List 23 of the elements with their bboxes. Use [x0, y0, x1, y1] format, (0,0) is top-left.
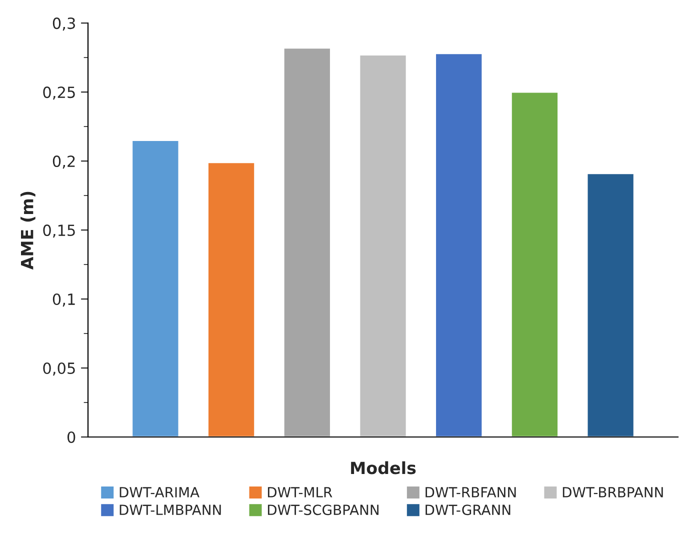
bar	[282, 47, 332, 437]
legend-label: DWT-LMBPANN	[120, 504, 221, 515]
legend-label: DWT-ARIMA	[120, 487, 200, 498]
y-tick-label: 0,25	[43, 86, 75, 100]
y-tick-label: 0,1	[52, 293, 75, 307]
legend-label: DWT-BRBPANN	[562, 487, 663, 498]
bar	[586, 172, 635, 437]
y-tick-label: 0,2	[52, 156, 75, 169]
bar	[131, 140, 180, 437]
bar	[434, 52, 484, 437]
y-tick-label: 0,15	[43, 224, 75, 238]
bar	[358, 54, 408, 437]
y-tick-label: 0,05	[43, 362, 75, 376]
legend-label: DWT-MLR	[268, 487, 332, 498]
legend-label: DWT-SCGBPANN	[268, 504, 378, 516]
legend-label: DWT-RBFANN	[426, 487, 516, 498]
x-axis-title: Models	[351, 461, 416, 474]
legend-label: DWT-GRANN	[426, 504, 510, 516]
bar	[510, 91, 559, 437]
y-axis-title: AME (m)	[20, 192, 36, 270]
y-tick-label: 0,3	[52, 18, 75, 31]
bar	[207, 162, 256, 437]
y-tick-label: 0	[67, 431, 76, 444]
